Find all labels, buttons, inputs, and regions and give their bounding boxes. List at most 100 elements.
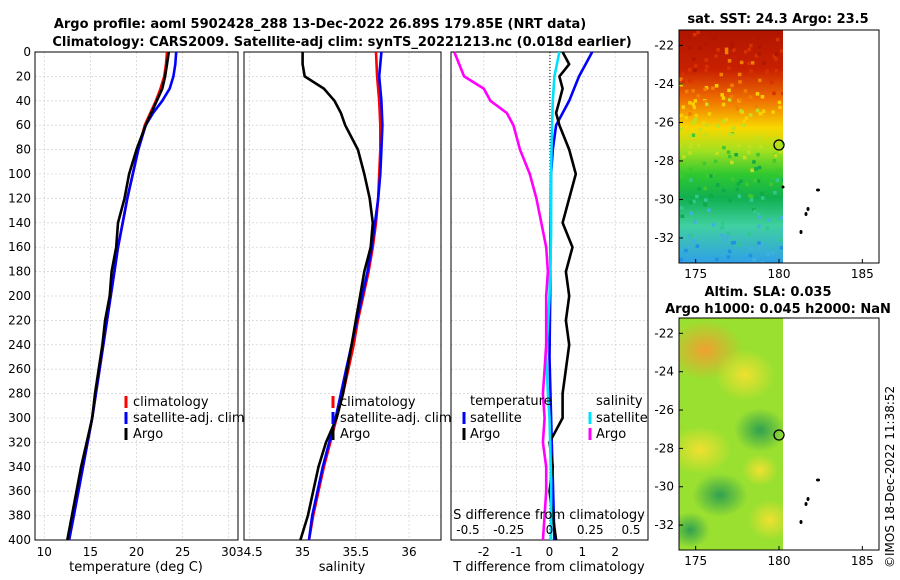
y-tick-label: 60 <box>16 118 31 132</box>
sst-pixel <box>696 30 700 35</box>
x-tick-label: 20 <box>129 545 144 559</box>
map-x-tick-label: 180 <box>768 267 791 281</box>
sst-pixel <box>748 253 753 258</box>
sst-pixel <box>749 246 753 250</box>
sst-pixel <box>708 30 712 34</box>
sst-pixel <box>697 46 701 50</box>
sst-pixel <box>679 143 683 147</box>
sst-pixel <box>704 133 708 137</box>
sst-pixel <box>779 246 783 250</box>
sst-pixel <box>709 194 713 198</box>
x-tick-label: 2 <box>611 545 619 559</box>
sst-pixel <box>727 132 732 137</box>
sst-pixel <box>757 45 762 49</box>
sst-pixel <box>703 202 707 206</box>
sst-pixel <box>714 84 719 88</box>
sst-pixel <box>729 95 734 99</box>
sst-pixel <box>679 77 683 81</box>
sst-pixel <box>743 50 748 54</box>
series-line-satellite-salinity <box>544 51 561 540</box>
sst-pixel <box>736 182 741 186</box>
sst-pixel <box>774 57 778 61</box>
sst-pixel <box>696 94 700 98</box>
y-tick-label: 400 <box>8 533 31 547</box>
sla-map-title-1: Altim. SLA: 0.035 <box>705 285 832 300</box>
sst-pixel <box>730 83 734 88</box>
salinity-axes-box <box>243 51 442 541</box>
sst-pixel <box>694 64 698 68</box>
sst-pixel <box>689 178 693 182</box>
sst-pixel <box>692 199 696 204</box>
island <box>799 230 803 234</box>
difference-x2label: S difference from climatology <box>453 508 645 523</box>
sst-pixel <box>772 91 776 96</box>
figure-title-line1: Argo profile: aoml 5902428_288 13-Dec-20… <box>54 17 586 32</box>
sla-blob <box>734 408 783 452</box>
y-tick-label: 180 <box>8 265 31 279</box>
sst-pixel <box>691 120 696 125</box>
sst-pixel <box>774 52 779 56</box>
series-line-argo <box>66 51 171 541</box>
sst-pixel <box>693 118 698 122</box>
sst-pixel <box>781 91 783 96</box>
sst-pixel <box>689 200 693 204</box>
sst-pixel <box>758 144 763 149</box>
sst-islands <box>781 185 820 234</box>
map-y-tick-label: -22 <box>654 38 674 52</box>
sst-pixel <box>688 112 692 116</box>
sst-pixel <box>771 110 775 114</box>
sla-blob <box>692 473 748 517</box>
sst-pixel <box>774 69 779 73</box>
sst-pixel <box>707 208 711 213</box>
map-y-tick-label: -30 <box>654 192 674 206</box>
map-y-tick-label: -26 <box>654 403 674 417</box>
sst-pixel <box>687 234 691 239</box>
sst-pixel <box>721 102 726 107</box>
y-tick-label: 140 <box>8 216 31 230</box>
sst-pixel <box>760 243 765 247</box>
sst-pixel <box>735 107 740 111</box>
sst-pixel <box>756 136 760 140</box>
sst-pixel <box>730 133 735 137</box>
sst-pixel <box>687 245 691 250</box>
sst-pixel <box>693 68 697 72</box>
sst-pixel <box>775 37 780 42</box>
y-tick-label: 100 <box>8 167 31 181</box>
sst-pixel <box>725 132 730 136</box>
sst-pixel <box>719 72 723 77</box>
sst-pixel <box>702 100 707 104</box>
sst-pixel <box>688 167 693 171</box>
sst-pixel <box>738 242 742 247</box>
sst-pixel <box>692 33 697 37</box>
x-tick-label: 15 <box>83 545 98 559</box>
sst-pixel <box>684 248 688 253</box>
temperature-panel: 0 20 40 60 80 100 120 140 160 180 200 220 240 260 280 3… <box>8 45 245 575</box>
sst-pixel <box>738 98 742 102</box>
sst-pixel <box>745 182 749 187</box>
sst-pixel <box>727 66 731 70</box>
map-x-tick-label: 185 <box>851 554 874 568</box>
sst-pixel <box>704 68 708 73</box>
sst-pixel <box>679 258 683 262</box>
difference-axes-box <box>450 51 649 541</box>
sst-pixel <box>691 133 696 137</box>
y-tick-label: 320 <box>8 435 31 449</box>
sst-pixel <box>755 108 760 113</box>
sst-pixel <box>696 143 701 148</box>
sst-pixel <box>715 183 720 187</box>
sst-pixel <box>710 36 715 41</box>
sst-pixel <box>744 116 749 120</box>
sst-pixel <box>688 145 693 149</box>
sst-pixel <box>737 194 742 198</box>
island <box>806 207 810 211</box>
sla-map-title-2: Argo h1000: 0.045 h2000: NaN <box>665 302 891 317</box>
sst-pixel <box>746 61 751 66</box>
sst-pixel <box>749 69 753 73</box>
sst-pixel <box>755 92 760 96</box>
map-x-tick-label: 175 <box>684 554 707 568</box>
sst-pixel <box>730 42 734 46</box>
sst-pixel <box>679 127 684 131</box>
sst-pixel <box>753 178 758 183</box>
sla-blob <box>679 512 710 548</box>
sst-pixel <box>766 252 770 256</box>
